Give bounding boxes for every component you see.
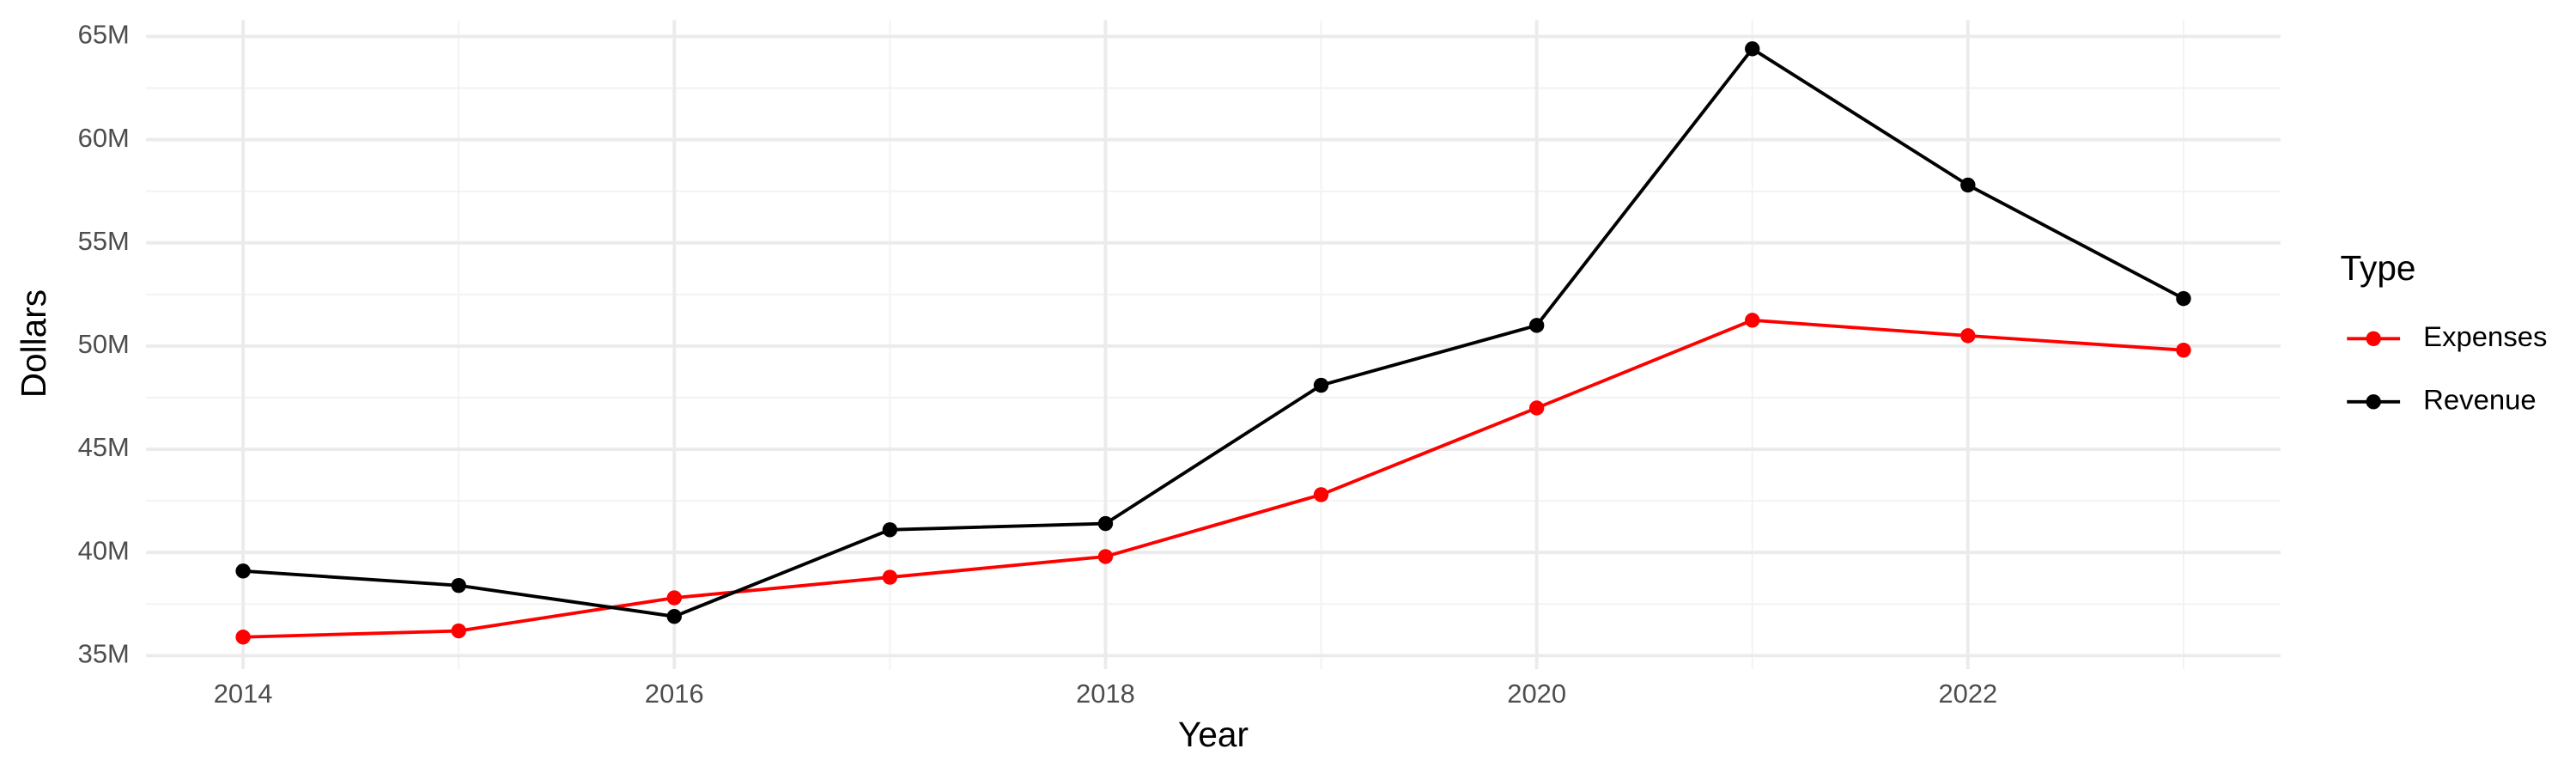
data-point xyxy=(451,623,466,639)
y-tick-label: 65M xyxy=(78,20,130,50)
data-point xyxy=(235,563,251,579)
data-point xyxy=(2176,343,2191,358)
data-point xyxy=(451,577,466,593)
data-point xyxy=(1960,177,1976,193)
y-tick-label: 40M xyxy=(78,535,130,565)
x-tick-label: 2014 xyxy=(214,679,273,709)
x-tick-label: 2018 xyxy=(1076,679,1135,709)
x-tick-label: 2016 xyxy=(645,679,704,709)
x-tick-label: 2022 xyxy=(1938,679,1997,709)
data-point xyxy=(666,609,682,624)
data-point xyxy=(235,630,251,645)
y-tick-label: 45M xyxy=(78,432,130,462)
data-point xyxy=(1528,318,1545,333)
data-point xyxy=(2176,290,2191,307)
plot xyxy=(235,41,2191,645)
data-point xyxy=(1745,41,1760,57)
y-tick-label: 55M xyxy=(78,226,130,256)
data-point xyxy=(882,522,898,538)
y-tick-label: 35M xyxy=(78,639,130,669)
data-point xyxy=(1528,400,1545,416)
data-point xyxy=(1097,515,1114,532)
series-line xyxy=(243,318,2184,639)
data-point xyxy=(1960,328,1976,344)
legend-swatch-point xyxy=(2366,331,2381,347)
legend-label: Revenue xyxy=(2423,383,2537,415)
y-axis-title: Dollars xyxy=(14,289,53,398)
data-point xyxy=(1745,313,1760,328)
legend-swatch-point xyxy=(2366,394,2381,410)
data-point xyxy=(1313,377,1329,393)
data-point xyxy=(1313,487,1329,502)
data-point xyxy=(882,569,898,585)
x-axis-title: Year xyxy=(1178,715,1249,754)
grid xyxy=(146,20,2281,669)
y-tick-label: 50M xyxy=(78,329,130,359)
x-tick-label: 2020 xyxy=(1507,679,1566,709)
data-point xyxy=(1097,549,1114,564)
series-line xyxy=(242,46,2184,618)
data-point xyxy=(666,590,682,606)
y-tick-label: 60M xyxy=(78,123,130,153)
legend-label: Expenses xyxy=(2423,320,2547,352)
legend-title: Type xyxy=(2341,248,2416,288)
